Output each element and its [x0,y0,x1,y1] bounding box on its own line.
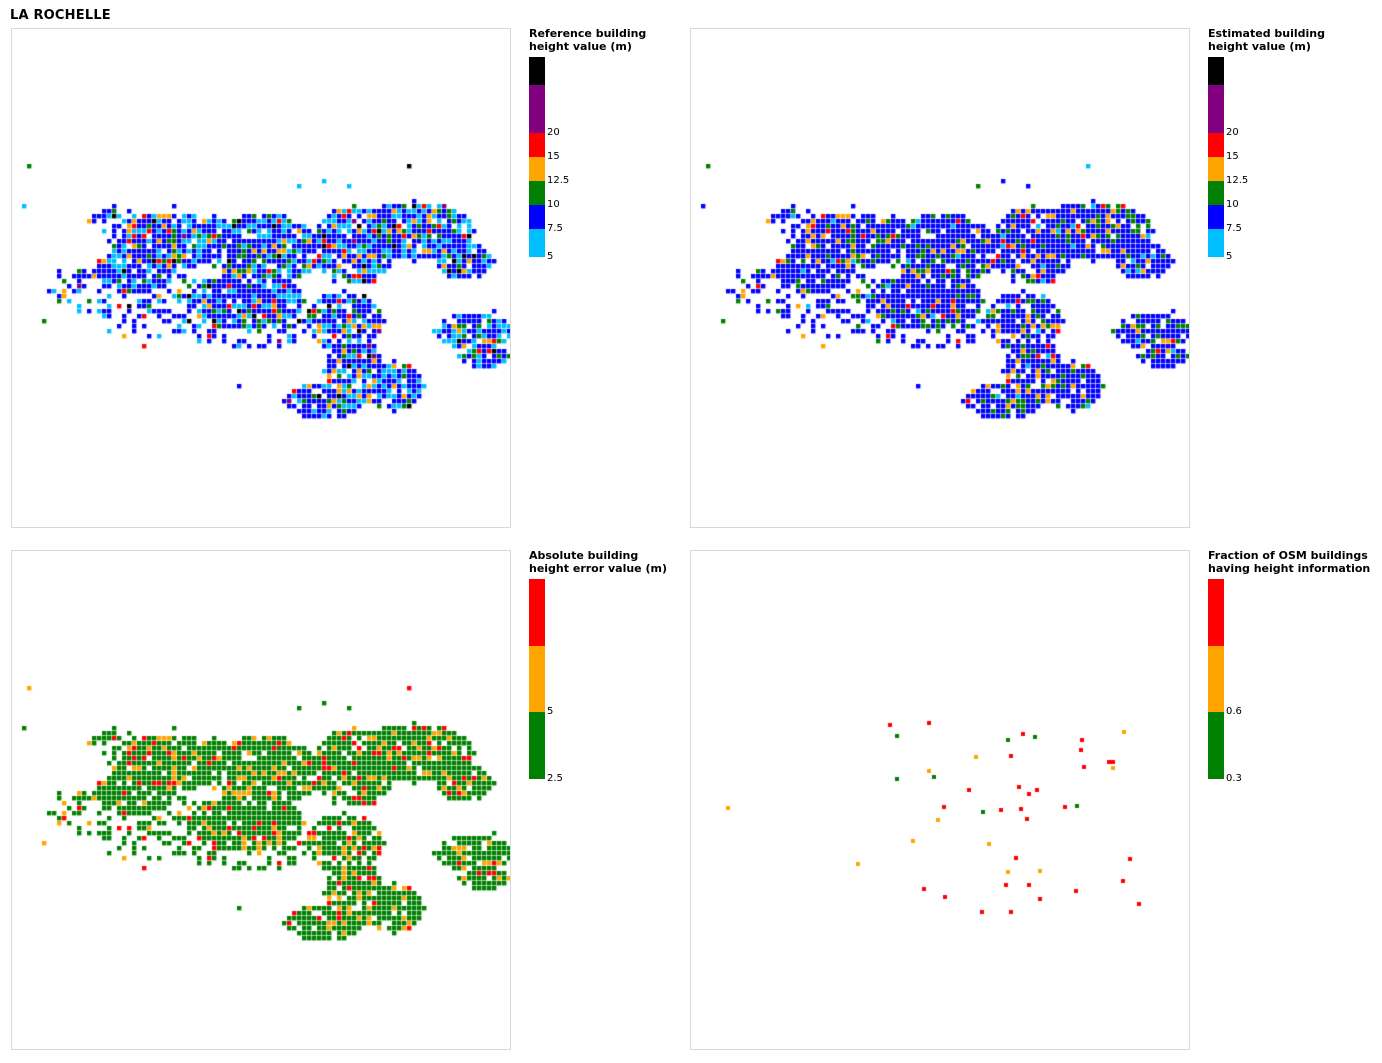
colorbar-segment [1208,712,1224,779]
colorbar-segment [1208,229,1224,257]
height-error-map[interactable] [11,550,511,1050]
colorbar-tick-label: 15 [547,151,560,162]
colorbar: 20 15 12.5 10 7.5 5 [1208,57,1248,262]
legend-title: Fraction of OSM buildings having height … [1208,549,1371,575]
legend-title: Estimated building height value (m) [1208,27,1325,53]
colorbar-segment [529,229,545,257]
colorbar-segment [1208,85,1224,133]
colorbar-segment [1208,646,1224,712]
colorbar-segment [1208,181,1224,205]
colorbar-tick-label: 10 [1226,199,1239,210]
colorbar: 5 2.5 [529,579,563,784]
osm-fraction-map[interactable] [690,550,1190,1050]
colorbar-segment [529,133,545,157]
colorbar-tick-label: 20 [1226,127,1239,138]
colorbar-tick-label: 5 [547,251,554,262]
colorbar-segment [529,85,545,133]
colorbar-tick-label: 7.5 [547,223,563,234]
colorbar-segment [529,579,545,646]
colorbar: 20 15 12.5 10 7.5 5 [529,57,569,262]
legend-title: Reference building height value (m) [529,27,647,53]
colorbar-segment [1208,57,1224,85]
colorbar-segment [1208,157,1224,181]
colorbar-tick-label: 15 [1226,151,1239,162]
colorbar-segment [1208,579,1224,646]
colorbar-segment [529,57,545,85]
colorbar-tick-label: 10 [547,199,560,210]
colorbar-segment [1208,133,1224,157]
colorbar-segment [529,646,545,712]
legend-title: Absolute building height error value (m) [529,549,667,575]
colorbar-tick-label: 0.3 [1226,773,1242,784]
colorbar-segment [529,157,545,181]
estimated-height-map[interactable] [690,28,1190,528]
colorbar-tick-label: 12.5 [547,175,570,186]
colorbar-tick-label: 0.6 [1226,706,1242,717]
colorbar-tick-label: 5 [547,706,554,717]
colorbar-tick-label: 5 [1226,251,1233,262]
colorbar: 0.6 0.3 [1208,579,1242,784]
colorbar-tick-label: 12.5 [1226,175,1249,186]
colorbar-segment [529,712,545,779]
colorbar-segment [1208,205,1224,229]
colorbar-tick-label: 20 [547,127,560,138]
page-title: LA ROCHELLE [10,8,111,23]
colorbar-segment [529,181,545,205]
colorbar-tick-label: 7.5 [1226,223,1242,234]
reference-height-map[interactable] [11,28,511,528]
colorbar-segment [529,205,545,229]
colorbar-tick-label: 2.5 [547,773,563,784]
